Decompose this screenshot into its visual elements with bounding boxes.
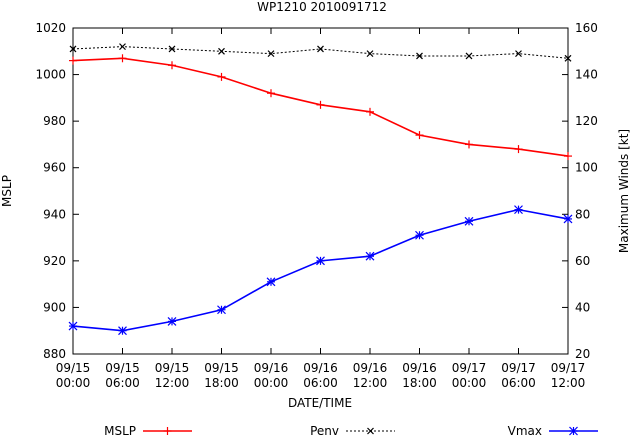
x-tick-label-date: 09/16 <box>254 361 289 375</box>
series-layer <box>68 43 573 336</box>
mslp-point <box>217 72 226 81</box>
right-tick-label: 80 <box>575 207 590 221</box>
mslp-point <box>118 54 127 63</box>
left-tick-label: 900 <box>43 300 66 314</box>
legend-marker-mslp <box>163 427 172 435</box>
penv-point <box>564 54 572 62</box>
vmax-line <box>72 208 569 332</box>
left-tick-label: 920 <box>43 254 66 268</box>
mslp-point <box>514 145 523 154</box>
legend: MSLP Penv Vmax <box>104 424 598 437</box>
mslp-point <box>564 152 572 161</box>
vmax-point <box>415 230 424 240</box>
mslp-point <box>415 131 424 140</box>
left-tick-label: 1020 <box>35 21 66 35</box>
legend-label-mslp: MSLP <box>104 424 136 437</box>
x-tick-label-time: 00:00 <box>452 376 487 390</box>
right-tick-label: 40 <box>575 300 590 314</box>
mslp-point <box>316 100 325 109</box>
mslp-point <box>465 140 473 149</box>
right-y-axis: 20 40 60 80 100 120 140 160 <box>562 21 598 361</box>
x-tick-label-date: 09/15 <box>56 361 91 375</box>
legend-label-penv: Penv <box>310 424 339 437</box>
mslp-point <box>267 89 275 98</box>
mslp-point <box>366 107 374 116</box>
right-tick-label: 20 <box>575 347 590 361</box>
x-tick-label-time: 12:00 <box>551 376 586 390</box>
x-tick-label-time: 12:00 <box>155 376 190 390</box>
left-tick-label: 960 <box>43 161 66 175</box>
vmax-point <box>316 256 325 266</box>
right-tick-label: 60 <box>575 254 590 268</box>
vmax-point <box>266 277 276 287</box>
right-tick-label: 120 <box>575 114 598 128</box>
y-axis-left-label: MSLP <box>0 175 14 207</box>
penv-point <box>465 52 473 60</box>
mslp-point <box>69 56 77 65</box>
penv-point <box>317 45 324 53</box>
vmax-point <box>118 326 127 336</box>
right-tick-label: 140 <box>575 68 598 82</box>
penv-point <box>119 43 126 51</box>
x-tick-label-time: 18:00 <box>402 376 437 390</box>
left-tick-label: 940 <box>43 207 66 221</box>
penv-point <box>416 52 423 60</box>
x-tick-label-date: 09/15 <box>204 361 239 375</box>
x-tick-label-date: 09/15 <box>105 361 140 375</box>
x-tick-label-date: 09/16 <box>402 361 437 375</box>
mslp-point <box>168 61 176 70</box>
penv-point <box>218 47 225 55</box>
y-axis-right-label: Maximum Winds [kt] <box>617 129 631 253</box>
vmax-point <box>464 216 474 226</box>
penv-line <box>72 46 569 59</box>
legend-label-vmax: Vmax <box>508 424 542 437</box>
x-tick-label-time: 00:00 <box>254 376 289 390</box>
x-tick-label-time: 06:00 <box>501 376 536 390</box>
left-tick-label: 980 <box>43 114 66 128</box>
x-axis: 09/1500:0009/1506:0009/1512:0009/1518:00… <box>56 28 586 390</box>
x-tick-label-date: 09/15 <box>155 361 190 375</box>
x-tick-label-date: 09/17 <box>452 361 487 375</box>
penv-point <box>168 45 176 53</box>
penv-point <box>366 50 374 58</box>
x-tick-label-time: 06:00 <box>105 376 140 390</box>
penv-point <box>69 45 77 53</box>
right-tick-label: 100 <box>575 161 598 175</box>
x-tick-label-date: 09/16 <box>353 361 388 375</box>
x-tick-label-time: 00:00 <box>56 376 91 390</box>
left-y-axis: 880 900 920 940 960 980 1000 1020 <box>35 21 79 361</box>
x-tick-label-date: 09/16 <box>303 361 338 375</box>
x-tick-label-date: 09/17 <box>551 361 586 375</box>
left-tick-label: 880 <box>43 347 66 361</box>
left-tick-label: 1000 <box>35 68 66 82</box>
chart-title: WP1210 2010091712 <box>257 0 387 14</box>
legend-marker-vmax <box>569 426 578 436</box>
vmax-point <box>514 205 523 215</box>
vmax-point <box>217 305 226 315</box>
vmax-point <box>563 214 573 224</box>
plot-area <box>72 27 569 355</box>
legend-marker-penv <box>367 427 374 435</box>
penv-point <box>267 50 275 58</box>
x-axis-label: DATE/TIME <box>288 396 352 410</box>
x-tick-label-time: 12:00 <box>353 376 388 390</box>
right-tick-label: 160 <box>575 21 598 35</box>
x-tick-label-time: 18:00 <box>204 376 239 390</box>
x-tick-label-time: 06:00 <box>303 376 338 390</box>
vmax-point <box>365 251 375 261</box>
vmax-point <box>68 321 78 331</box>
penv-point <box>515 50 522 58</box>
x-tick-label-date: 09/17 <box>501 361 536 375</box>
vmax-point <box>167 316 177 326</box>
